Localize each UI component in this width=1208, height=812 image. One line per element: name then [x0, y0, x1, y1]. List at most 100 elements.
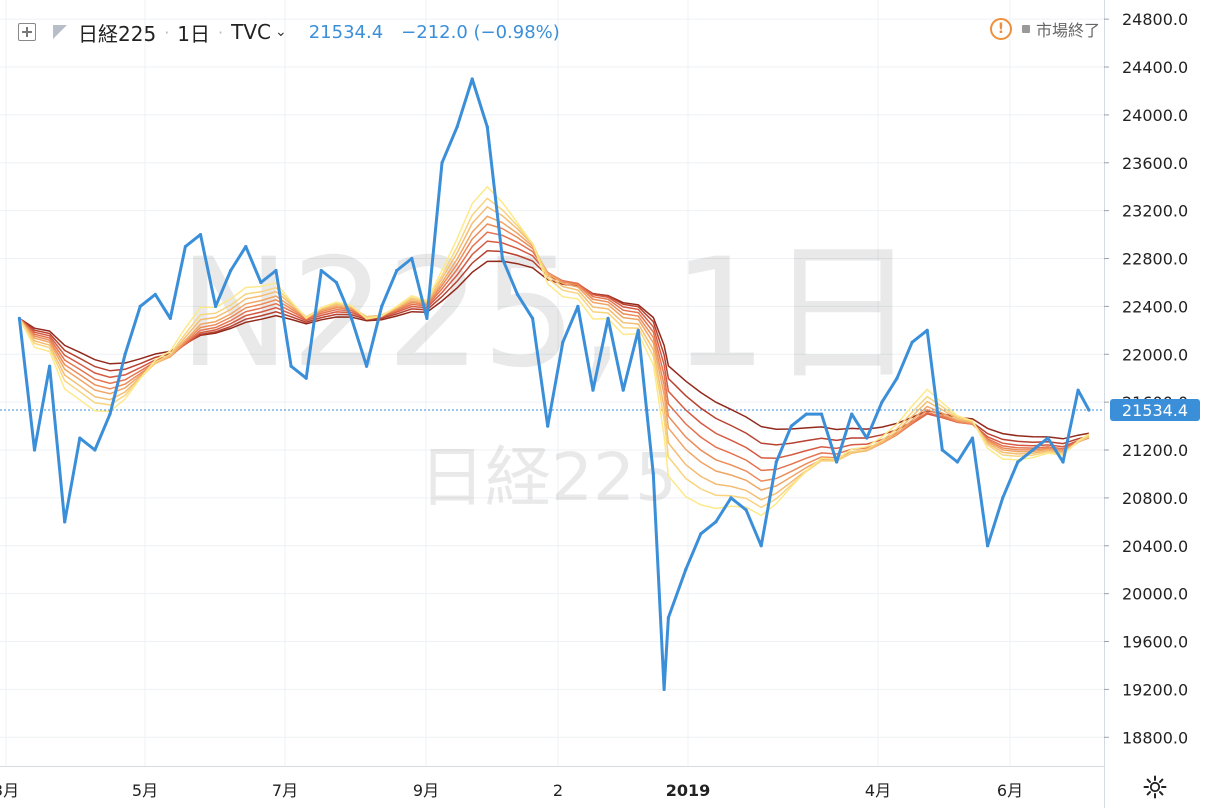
y-tick-label: 22800.0 [1122, 250, 1188, 269]
x-tick-label: 6月 [997, 781, 1023, 800]
x-tick-label: 9月 [413, 781, 439, 800]
price-point [319, 268, 323, 273]
price-point [621, 388, 625, 392]
price-label-value: 21534.4 [1122, 401, 1188, 420]
price-point [63, 520, 67, 524]
price-point [636, 328, 640, 332]
legend-change: −212.0 (−0.98%) [401, 21, 560, 43]
y-tick-label: 24400.0 [1122, 58, 1188, 77]
market-status[interactable]: ! 市場終了 [989, 16, 1100, 42]
price-point [470, 77, 474, 81]
price-point [364, 364, 369, 368]
price-point [865, 436, 869, 440]
price-point [1061, 460, 1065, 464]
legend-separator: · [218, 22, 224, 42]
gear-icon[interactable] [1143, 775, 1167, 799]
watermark-name: 日経225 [419, 439, 677, 516]
ma-line [18, 205, 1090, 501]
price-point [334, 280, 338, 285]
price-point [274, 268, 278, 273]
price-point [789, 424, 793, 428]
ma-ribbon [18, 185, 1090, 517]
price-point [662, 687, 666, 692]
price-point [515, 292, 520, 297]
price-points [17, 77, 1091, 692]
legend-last-value: 21534.4 [308, 21, 384, 43]
price-point [349, 316, 354, 320]
ma-line [18, 223, 1090, 482]
price-point [666, 615, 671, 620]
x-tick-label: 2 [553, 781, 563, 800]
price-point [32, 448, 37, 452]
x-tick-label: 2019 [666, 781, 711, 800]
price-point [93, 448, 97, 452]
x-tick-label: 7月 [272, 781, 298, 800]
price-point [485, 125, 489, 129]
price-point [910, 340, 914, 344]
y-tick-label: 20000.0 [1122, 585, 1188, 604]
y-tick-label: 18800.0 [1122, 728, 1188, 747]
price-point [183, 244, 188, 249]
price-point [925, 328, 929, 332]
y-tick-label: 21200.0 [1122, 441, 1188, 460]
legend-separator: · [164, 22, 170, 42]
price-point [153, 292, 157, 297]
price-point [651, 472, 655, 476]
x-axis[interactable]: 3月 5月 7月 9月 2 2019 4月 6月 [0, 781, 1023, 800]
x-tick-label: 3月 [0, 781, 19, 800]
price-point [546, 424, 550, 428]
add-compare-icon[interactable] [18, 23, 36, 41]
ma-line [18, 197, 1090, 509]
price-point [804, 412, 809, 416]
price-point [395, 268, 399, 273]
price-point [455, 125, 459, 129]
legend-source[interactable]: TVC [231, 20, 271, 44]
y-tick-label: 20800.0 [1122, 489, 1188, 508]
price-point [744, 508, 748, 512]
price-point [138, 304, 142, 308]
legend-interval[interactable]: 1日 [177, 21, 211, 46]
price-point [684, 568, 688, 572]
y-tick-label: 19200.0 [1122, 680, 1188, 699]
ma-line [18, 185, 1090, 517]
ma-line [18, 215, 1090, 491]
price-point [561, 340, 565, 344]
watermark: N225, 1日 日経225 [178, 227, 917, 516]
price-point [699, 532, 703, 536]
price-point [759, 544, 763, 548]
price-point [819, 412, 824, 416]
price-point [1076, 388, 1080, 392]
price-point [410, 256, 414, 261]
price-point [380, 304, 384, 308]
y-tick-label: 24800.0 [1122, 10, 1188, 29]
price-point [714, 520, 718, 524]
price-point [591, 388, 595, 392]
watermark-symbol: N225, 1日 [178, 227, 917, 401]
price-point [940, 448, 944, 452]
warning-icon[interactable]: ! [989, 18, 1012, 40]
legend-symbol[interactable]: 日経225 [78, 21, 157, 46]
y-axis[interactable]: 24800.0 24400.0 24000.0 23600.0 23200.0 22800… [1104, 10, 1188, 747]
price-point [425, 316, 429, 320]
price-point [1046, 436, 1050, 440]
price-point [774, 460, 778, 464]
series-legend[interactable]: 日経225 · 1日 · TVC ⌄ 21534.4 −212.0 (−0.98… [18, 16, 560, 48]
price-point [576, 304, 580, 308]
y-tick-label: 20400.0 [1122, 537, 1188, 556]
y-tick-label: 19600.0 [1122, 633, 1188, 652]
price-point [985, 544, 990, 548]
price-point [729, 496, 733, 500]
price-point [500, 256, 505, 261]
price-point [1016, 460, 1020, 464]
y-tick-label: 22400.0 [1122, 297, 1188, 316]
price-point [1087, 408, 1091, 412]
chevron-down-icon[interactable]: ⌄ [274, 24, 287, 40]
price-point [214, 304, 218, 308]
price-point [606, 316, 610, 320]
price-point [955, 460, 959, 464]
y-tick-label: 23200.0 [1122, 202, 1188, 221]
price-point [123, 352, 127, 356]
y-tick-label: 24000.0 [1122, 106, 1188, 125]
